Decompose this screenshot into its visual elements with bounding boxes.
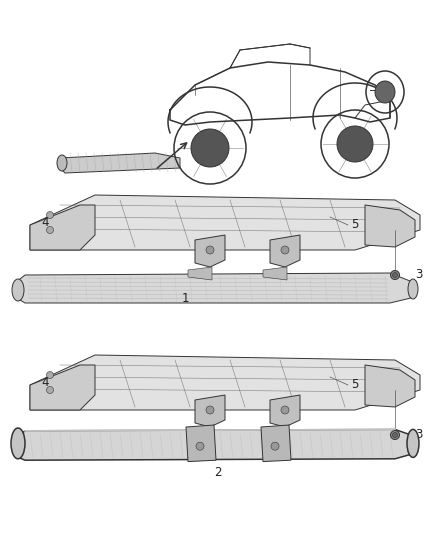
Ellipse shape	[375, 81, 395, 103]
Ellipse shape	[206, 406, 214, 414]
Polygon shape	[30, 205, 95, 250]
Ellipse shape	[46, 227, 53, 233]
Polygon shape	[195, 395, 225, 427]
Polygon shape	[263, 267, 287, 280]
Ellipse shape	[191, 129, 229, 167]
Polygon shape	[15, 430, 415, 460]
Polygon shape	[186, 425, 216, 462]
Polygon shape	[15, 273, 415, 303]
Polygon shape	[188, 267, 212, 280]
Ellipse shape	[281, 246, 289, 254]
Text: 5: 5	[351, 378, 359, 392]
Ellipse shape	[392, 432, 398, 438]
Ellipse shape	[46, 372, 53, 378]
Ellipse shape	[407, 430, 419, 457]
Ellipse shape	[46, 212, 53, 219]
Ellipse shape	[11, 428, 25, 459]
Text: 2: 2	[214, 466, 222, 480]
Text: 3: 3	[415, 429, 422, 441]
Ellipse shape	[46, 386, 53, 393]
Text: 4: 4	[41, 376, 49, 390]
Text: 4: 4	[41, 216, 49, 230]
Polygon shape	[261, 425, 291, 462]
Polygon shape	[365, 365, 415, 407]
Ellipse shape	[281, 406, 289, 414]
Ellipse shape	[206, 246, 214, 254]
Ellipse shape	[271, 442, 279, 450]
Ellipse shape	[391, 431, 399, 440]
Text: 1: 1	[181, 293, 189, 305]
Polygon shape	[30, 195, 420, 250]
Ellipse shape	[337, 126, 373, 162]
Polygon shape	[60, 153, 180, 173]
Polygon shape	[30, 365, 95, 410]
Polygon shape	[30, 355, 420, 410]
Polygon shape	[270, 395, 300, 427]
Ellipse shape	[408, 279, 418, 299]
Ellipse shape	[57, 155, 67, 171]
Text: 3: 3	[415, 269, 422, 281]
Ellipse shape	[12, 279, 24, 301]
Polygon shape	[270, 235, 300, 267]
Polygon shape	[365, 205, 415, 247]
Ellipse shape	[196, 442, 204, 450]
Polygon shape	[195, 235, 225, 267]
Ellipse shape	[391, 271, 399, 279]
Ellipse shape	[392, 272, 398, 278]
Text: 5: 5	[351, 219, 359, 231]
